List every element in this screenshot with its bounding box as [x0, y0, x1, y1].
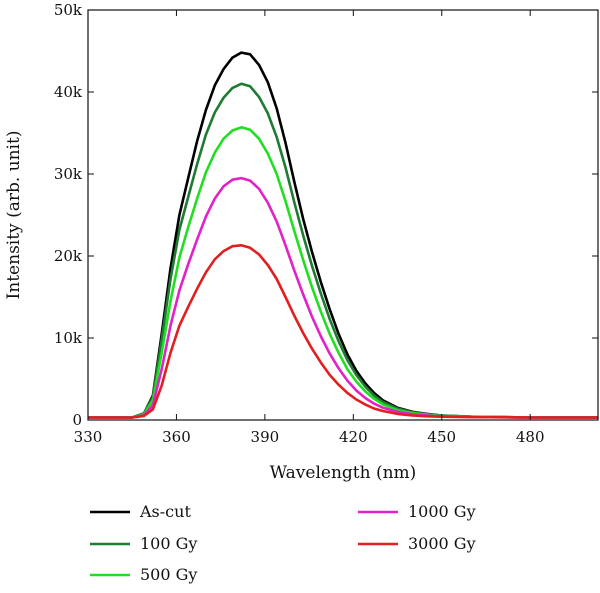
legend-label: 500 Gy	[140, 565, 197, 584]
y-tick-label: 20k	[54, 247, 83, 265]
legend-label: 100 Gy	[140, 534, 197, 553]
series-line-1	[88, 82, 598, 419]
series-line-3	[88, 176, 598, 419]
plot-frame	[87, 9, 599, 421]
y-axis-title: Intensity (arb. unit)	[4, 131, 24, 300]
series-layer	[88, 51, 598, 419]
y-tick-label: 40k	[54, 83, 83, 101]
x-axis-title: Wavelength (nm)	[270, 463, 417, 483]
series-line-2	[88, 126, 598, 419]
legend-label: As-cut	[139, 502, 191, 521]
x-tick-label: 420	[339, 428, 368, 446]
x-tick-label: 330	[74, 428, 103, 446]
y-axis: 0 10k 20k 30k 40k 50k	[54, 1, 598, 429]
series-line-4	[88, 244, 598, 419]
x-tick-label: 480	[516, 428, 545, 446]
x-tick-label: 390	[251, 428, 280, 446]
y-tick-label: 10k	[54, 329, 83, 347]
legend-label: 3000 Gy	[408, 534, 476, 553]
y-tick-label: 50k	[54, 1, 83, 19]
x-tick-label: 360	[162, 428, 191, 446]
y-tick-label: 30k	[54, 165, 83, 183]
x-tick-label: 450	[427, 428, 456, 446]
y-tick-label: 0	[72, 411, 82, 429]
legend-label: 1000 Gy	[408, 502, 476, 521]
legend: As-cut 100 Gy 500 Gy 1000 Gy 3000 Gy	[90, 502, 476, 584]
x-axis: 330 360 390 420 450 480	[74, 10, 545, 446]
